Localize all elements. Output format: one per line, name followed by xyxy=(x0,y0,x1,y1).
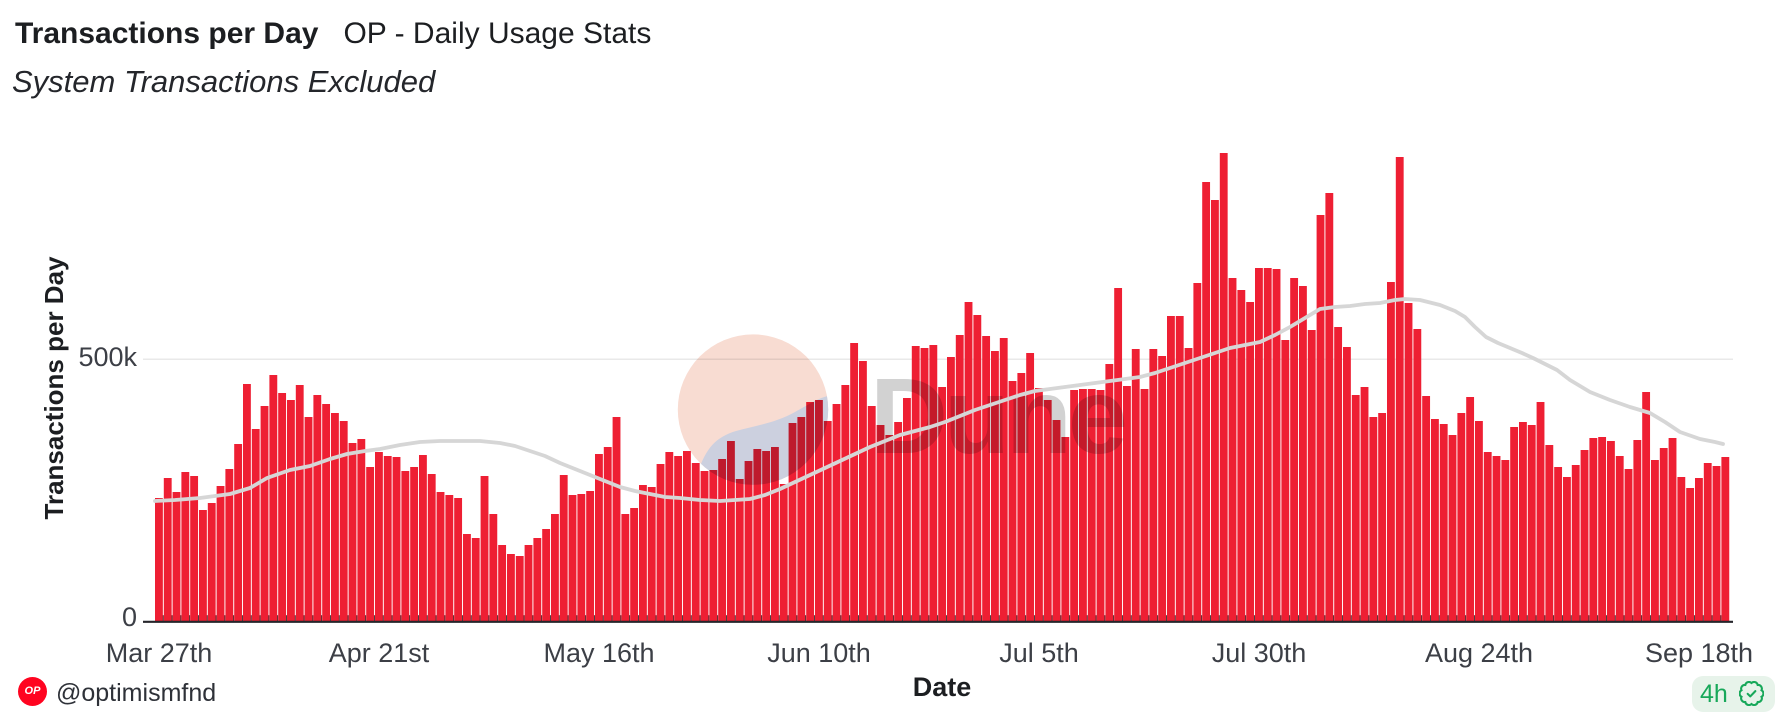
svg-text:Dune: Dune xyxy=(870,355,1125,476)
